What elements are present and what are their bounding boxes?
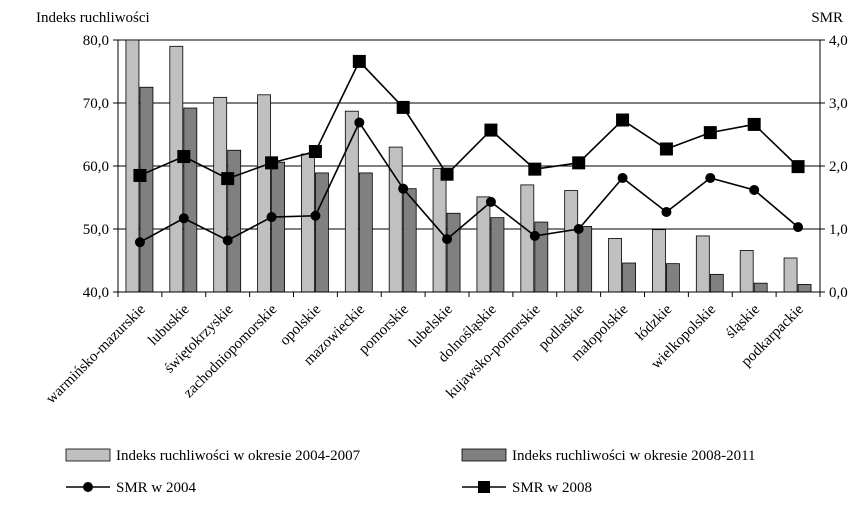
smr-2004-point (529, 230, 540, 241)
bar-2008-2011 (490, 217, 505, 293)
left-tick-label: 50,0 (83, 222, 109, 238)
smr-2008-line (139, 60, 799, 180)
smr-2008-point (659, 142, 673, 156)
smr-2004-point (222, 235, 233, 246)
bar-2008-2011 (139, 86, 154, 293)
left-tick-label: 70,0 (83, 96, 109, 112)
bar-2004-2007 (652, 229, 666, 293)
smr-2004-point (134, 237, 145, 248)
legend-label: Indeks ruchliwości w okresie 2004-2007 (116, 448, 361, 464)
smr-2008-point (440, 167, 454, 181)
smr-2004-point (661, 206, 672, 217)
lines (133, 54, 805, 248)
legend: Indeks ruchliwości w okresie 2004-2007 In… (65, 448, 756, 496)
smr-2004-point (793, 222, 804, 233)
legend-marker (478, 481, 490, 493)
smr-2008-point (308, 145, 322, 159)
bar-2008-2011 (622, 262, 636, 293)
bar-2004-2007 (213, 96, 228, 293)
smr-2004-line (139, 120, 799, 243)
left-tick-label: 80,0 (83, 33, 109, 49)
bar-2004-2007 (257, 94, 271, 293)
smr-2004-point (617, 172, 628, 183)
bar-2008-2011 (183, 107, 198, 293)
smr-2008-point (265, 156, 279, 170)
category-labels: warmińsko-mazurskielubuskieświętokrzyski… (43, 301, 807, 407)
bar-2008-2011 (227, 149, 242, 293)
legend-swatch (461, 448, 507, 462)
category-label: warmińsko-mazurskie (43, 301, 149, 407)
legend-swatch (65, 448, 111, 462)
bar-2008-2011 (578, 226, 593, 293)
smr-2004-point (749, 184, 760, 195)
bar-2008-2011 (709, 273, 724, 293)
smr-2008-point (133, 168, 147, 182)
bar-2004-2007 (608, 238, 622, 293)
bar-2004-2007 (783, 257, 798, 293)
bar-2008-2011 (446, 212, 461, 293)
right-tick-label: 2,0 (829, 159, 848, 175)
category-label: śląskie (723, 301, 763, 341)
smr-2008-point (396, 100, 410, 114)
smr-2004-point (178, 213, 189, 224)
left-axis-title: Indeks ruchliwości (36, 10, 150, 26)
smr-2004-point (266, 212, 277, 223)
bar-2004-2007 (301, 153, 315, 293)
bar-2004-2007 (388, 146, 403, 293)
right-axis-ticks: 0,0 1,0 2,0 3,0 4,0 (820, 33, 848, 301)
smr-2004-point (398, 183, 409, 194)
smr-2008-point (177, 150, 191, 164)
smr-2004-point (442, 234, 453, 245)
legend-label: Indeks ruchliwości w okresie 2008-2011 (512, 448, 756, 464)
bar-2004-2007 (125, 39, 140, 293)
legend-label: SMR w 2008 (512, 480, 592, 496)
smr-2008-point (791, 160, 805, 174)
smr-2008-point (616, 113, 630, 127)
bar-2004-2007 (169, 45, 184, 293)
bar-2004-2007 (695, 235, 710, 293)
smr-2008-point (352, 54, 366, 68)
bar-2004-2007 (564, 190, 579, 293)
right-tick-label: 1,0 (829, 222, 848, 238)
smr-2004-point (354, 117, 365, 128)
left-tick-label: 40,0 (83, 285, 109, 301)
smr-2008-point (528, 162, 542, 176)
smr-2004-point (705, 172, 716, 183)
smr-2008-point (572, 156, 586, 170)
left-tick-label: 60,0 (83, 159, 109, 175)
bar-2008-2011 (753, 282, 768, 293)
legend-label: SMR w 2004 (116, 480, 197, 496)
category-label: łódzkie (633, 301, 676, 344)
smr-2008-point (747, 117, 761, 131)
smr-2008-point (484, 123, 498, 137)
bar-2004-2007 (739, 250, 754, 293)
right-tick-label: 0,0 (829, 285, 848, 301)
smr-2004-point (573, 224, 584, 234)
bar-2008-2011 (666, 263, 680, 293)
smr-2008-point (221, 172, 235, 186)
right-tick-label: 4,0 (829, 33, 848, 49)
smr-2004-point (485, 196, 496, 207)
bar-2008-2011 (402, 188, 417, 293)
smr-2008-point (703, 126, 717, 140)
right-axis-title: SMR (811, 10, 843, 26)
smr-2004-point (310, 210, 321, 221)
legend-marker (83, 482, 93, 492)
bar-2008-2011 (797, 284, 812, 293)
right-tick-label: 3,0 (829, 96, 848, 112)
bar-2008-2011 (358, 172, 373, 293)
bar-2008-2011 (271, 161, 285, 293)
left-axis-ticks: 40,0 50,0 60,0 70,0 80,0 (83, 33, 118, 301)
